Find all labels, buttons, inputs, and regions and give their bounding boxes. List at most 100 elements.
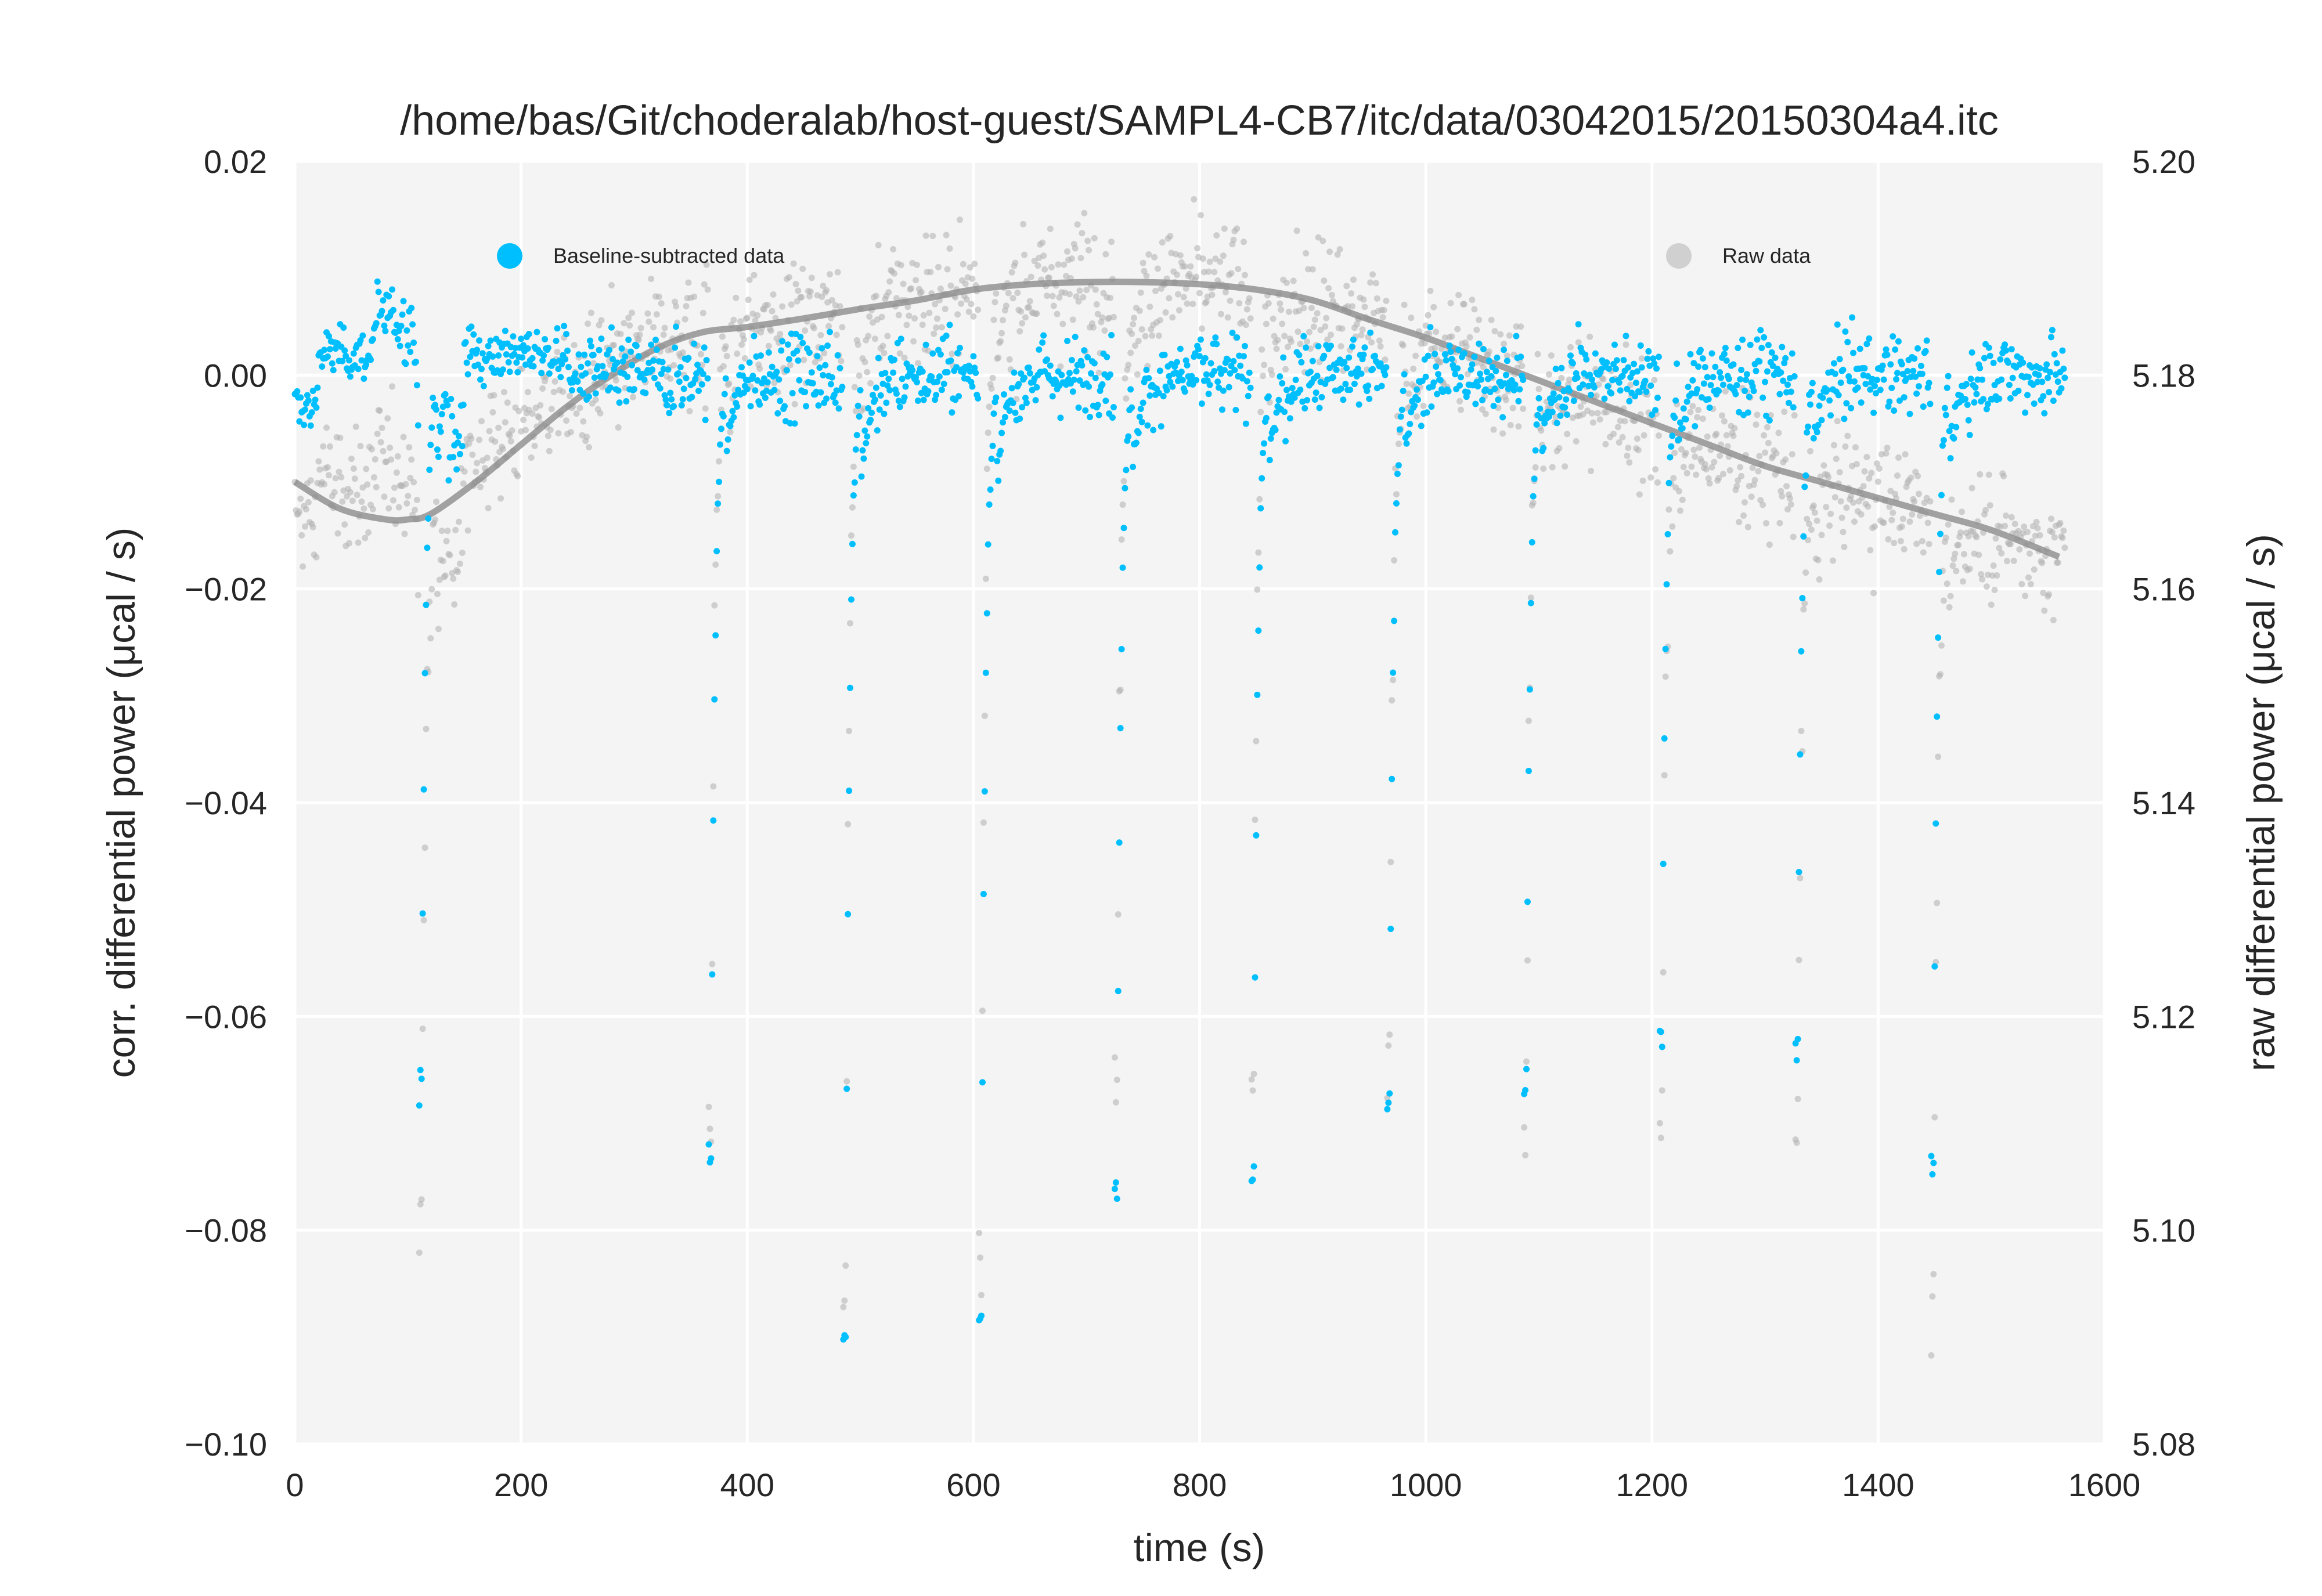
raw-data-point [326,443,333,450]
corrected-data-point [995,477,1002,484]
corrected-data-point [533,328,540,335]
corrected-data-point [1973,391,1980,398]
raw-data-point [1473,326,1480,333]
raw-data-point [1706,480,1713,487]
corrected-data-point [1365,382,1372,389]
corrected-data-point [1723,357,1730,364]
corrected-data-point [979,1079,986,1086]
raw-data-point [1940,597,1947,604]
corrected-data-point [1400,388,1407,395]
raw-data-point [608,282,615,289]
corrected-data-point [729,407,736,414]
corrected-data-point [847,684,854,691]
raw-data-point [302,523,309,530]
corrected-data-point [1099,381,1106,388]
corrected-data-point [1386,1090,1393,1097]
corrected-data-point [1699,355,1706,362]
raw-data-point [821,349,828,356]
corrected-data-point [1448,355,1455,362]
corrected-data-point [667,389,674,396]
corrected-data-point [1478,376,1485,383]
raw-data-point [1279,320,1286,327]
corrected-data-point [1608,390,1615,397]
corrected-data-point [1296,352,1303,359]
corrected-data-point [580,390,587,397]
raw-data-point [691,293,698,300]
corrected-data-point [1282,438,1289,445]
raw-data-point [1660,969,1667,976]
corrected-data-point [514,369,521,375]
raw-data-point [1678,446,1685,453]
raw-data-point [866,313,873,320]
raw-data-point [847,620,854,627]
raw-data-point [1621,418,1628,425]
raw-data-point [1756,453,1763,460]
raw-data-point [900,280,907,287]
raw-data-point [1102,251,1109,258]
raw-data-point [1789,451,1795,458]
corrected-data-point [1432,351,1438,358]
corrected-data-point [1143,366,1150,373]
corrected-data-point [702,417,709,424]
corrected-data-point [2054,378,2061,385]
corrected-data-point [834,352,841,359]
raw-data-point [751,272,758,279]
raw-data-point [1072,245,1079,252]
corrected-data-point [998,429,1005,436]
raw-data-point [1786,495,1793,502]
corrected-data-point [1456,382,1463,389]
corrected-data-point [419,910,426,917]
raw-data-point [983,465,990,472]
corrected-data-point [2031,400,2038,407]
corrected-data-point [1526,686,1533,693]
raw-data-point [1193,273,1200,280]
raw-data-point [1206,258,1213,265]
raw-data-point [2007,541,2014,548]
corrected-data-point [822,362,829,369]
raw-data-point [722,343,729,350]
raw-data-point [464,527,471,534]
raw-data-point [1755,468,1762,475]
corrected-data-point [325,333,332,340]
corrected-data-point [2061,374,2068,381]
raw-data-point [1829,557,1836,564]
corrected-data-point [1520,376,1527,383]
corrected-data-point [594,363,601,370]
corrected-data-point [1130,464,1137,471]
raw-data-point [1800,606,1807,613]
corrected-data-point [1545,413,1552,420]
raw-data-point [1671,449,1678,456]
raw-data-point [2051,534,2058,541]
raw-data-point [839,324,846,331]
raw-data-point [1993,572,2000,579]
raw-data-point [943,232,950,239]
corrected-data-point [994,458,1001,465]
raw-data-point [1130,321,1137,328]
raw-data-point [1284,344,1291,351]
raw-data-point [653,311,660,318]
corrected-data-point [1119,564,1126,571]
raw-data-point [1652,466,1659,473]
raw-data-point [1361,304,1368,310]
corrected-data-point [357,337,364,344]
corrected-data-point [444,402,451,409]
raw-data-point [740,336,747,343]
raw-data-point [2046,591,2053,598]
raw-data-point [587,309,594,316]
raw-data-point [313,554,320,561]
corrected-data-point [1039,339,1046,346]
raw-data-point [497,495,504,502]
raw-data-point [1110,313,1117,320]
corrected-data-point [586,393,593,400]
corrected-data-point [1225,384,1232,391]
raw-data-point [962,280,969,287]
raw-data-point [927,269,934,276]
raw-data-point [1077,255,1084,262]
x-tick-label: 800 [1173,1467,1227,1503]
raw-data-point [1842,443,1849,450]
raw-data-point [2022,593,2029,600]
corrected-data-point [341,347,348,354]
raw-data-point [1311,316,1318,323]
raw-data-point [856,372,863,379]
corrected-data-point [1787,388,1794,395]
